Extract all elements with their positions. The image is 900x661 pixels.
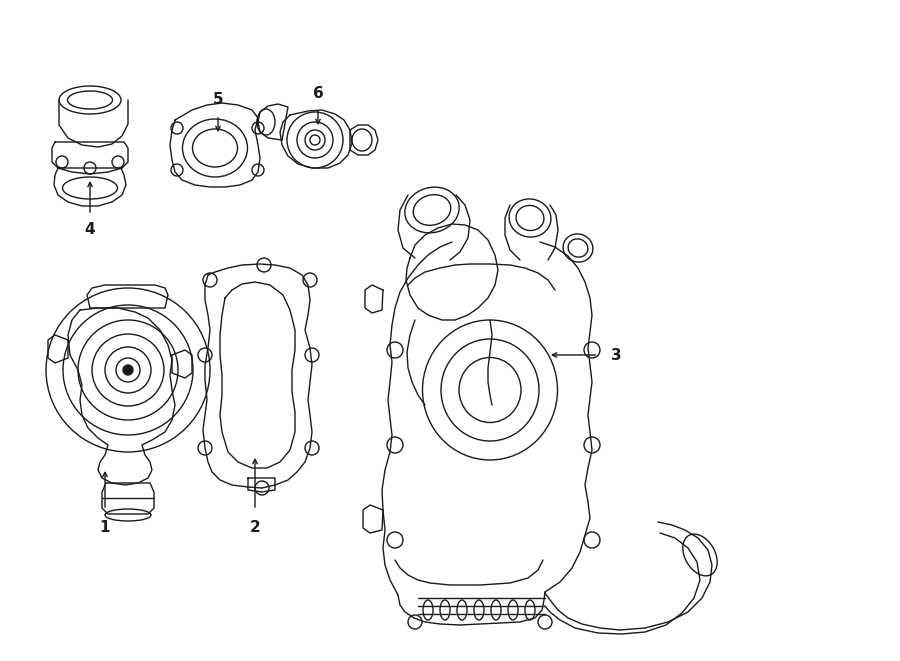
Text: 6: 6 [312,87,323,102]
Text: 1: 1 [100,520,110,535]
Text: 5: 5 [212,93,223,108]
Text: 4: 4 [85,223,95,237]
Text: 2: 2 [249,520,260,535]
Text: 3: 3 [611,348,621,362]
Circle shape [123,365,133,375]
